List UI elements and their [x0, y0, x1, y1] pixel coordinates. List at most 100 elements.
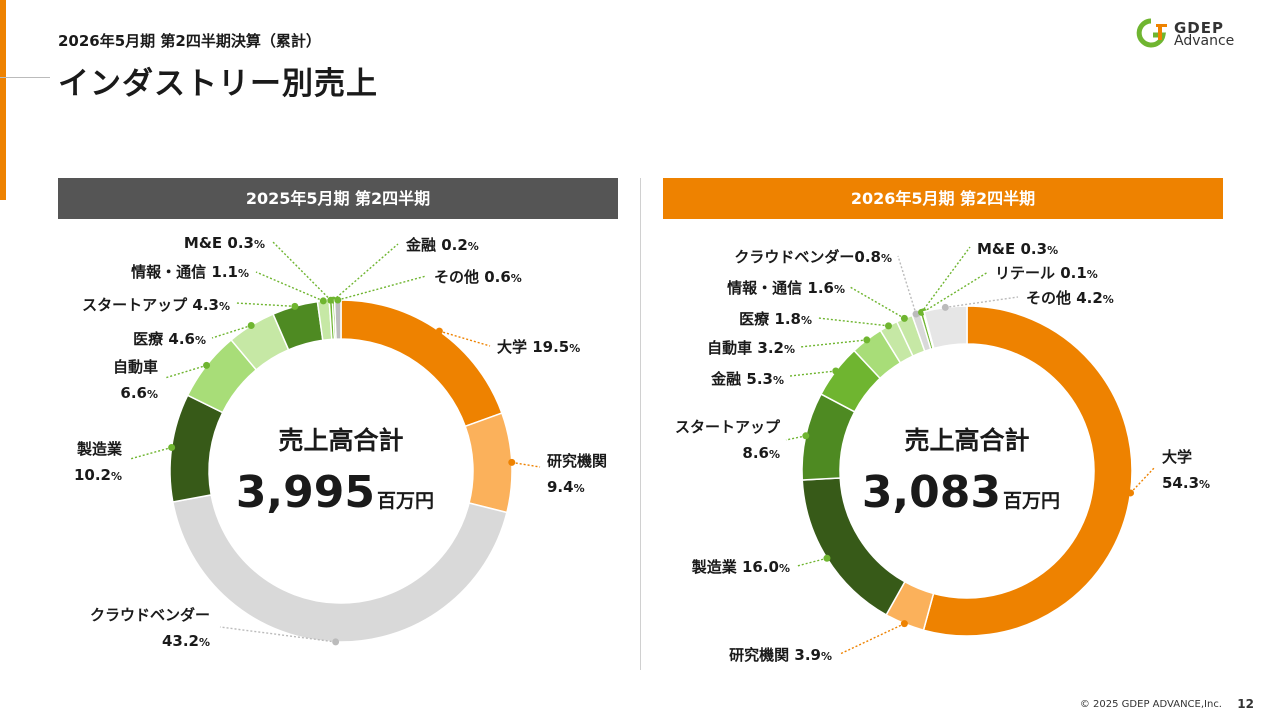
leader-dot-0-10 [334, 296, 342, 304]
leader-line-1-4 [789, 370, 836, 377]
panel-header-2026: 2026年5月期 第2四半期 [663, 178, 1223, 219]
data-label-0-4-0: 自動車 [113, 358, 158, 376]
leader-line-1-5 [799, 339, 867, 348]
data-label-1-5-0: 自動車 3.2% [707, 339, 795, 357]
leader-line-0-8 [271, 240, 332, 301]
data-label-1-8-0: クラウドベンダー0.8% [734, 248, 892, 266]
leader-dot-0-1 [508, 458, 516, 466]
data-label-0-3-1: 10.2% [74, 466, 122, 484]
data-label-0-3-0: 製造業 [76, 440, 123, 458]
data-label-unit-1-4: % [773, 374, 784, 387]
accent-bar [0, 0, 6, 200]
data-label-0-4-1: 6.6% [120, 384, 158, 402]
leader-line-1-3 [785, 435, 806, 441]
company-logo: GDEP Advance [1136, 18, 1261, 50]
data-label-0-2-0: クラウドベンダー [90, 606, 210, 624]
data-label-0-1-0: 研究機関 [547, 452, 607, 470]
data-label-unit-0-2: % [199, 636, 210, 649]
data-label-1-11-0: その他 4.2% [1026, 289, 1114, 307]
data-label-0-0-0: 大学 19.5% [497, 338, 580, 356]
leader-line-1-9 [920, 246, 971, 313]
slice-0-0 [340, 299, 503, 428]
slice-0-2 [171, 494, 508, 643]
data-label-1-4-0: 金融 5.3% [710, 370, 784, 388]
leader-line-1-11 [945, 296, 1019, 309]
leader-dot-0-2 [332, 638, 340, 646]
data-label-unit-1-8: % [881, 252, 892, 265]
data-label-unit-0-1: % [574, 482, 585, 495]
data-label-0-10-0: その他 0.6% [434, 268, 522, 286]
data-label-unit-1-0: % [1199, 478, 1210, 491]
data-label-unit-0-0: % [569, 342, 580, 355]
leader-line-0-10 [337, 275, 427, 301]
leader-dot-1-5 [863, 336, 871, 344]
data-label-unit-0-4: % [147, 388, 158, 401]
panel-divider [640, 178, 641, 670]
leader-dot-1-1 [900, 620, 908, 628]
slice-0-10 [333, 299, 342, 340]
slice-1-11 [923, 305, 968, 350]
leader-line-0-0 [439, 330, 491, 347]
data-label-unit-0-10: % [511, 272, 522, 285]
data-label-1-9-0: M&E 0.3% [977, 240, 1058, 258]
logo-text-gdep: GDEP [1174, 19, 1225, 37]
leader-line-1-7 [849, 286, 905, 319]
slice-0-1 [464, 412, 513, 514]
leader-line-0-2 [219, 626, 336, 643]
title-rule [0, 77, 50, 78]
data-label-unit-1-1: % [821, 650, 832, 663]
data-label-1-1-0: 研究機関 3.9% [729, 646, 832, 664]
logo-mark-icon [1136, 18, 1167, 48]
data-label-unit-1-11: % [1103, 293, 1114, 306]
leader-dot-0-0 [435, 327, 443, 335]
page-subtitle: 2026年5月期 第2四半期決算（累計） [58, 32, 321, 50]
leader-line-0-1 [511, 461, 541, 468]
leader-line-1-2 [796, 557, 828, 567]
data-label-0-2-1: 43.2% [162, 632, 210, 650]
leader-line-0-4 [164, 364, 207, 379]
leader-dot-1-3 [802, 432, 810, 440]
data-label-unit-1-10: % [1087, 268, 1098, 281]
leader-line-1-1 [839, 623, 905, 655]
data-label-unit-0-9: % [468, 240, 479, 253]
page-title: インダストリー別売上 [58, 66, 378, 102]
data-label-1-3-1: 8.6% [742, 444, 780, 462]
center-value-0: 3,995 [236, 467, 375, 518]
leader-line-0-3 [129, 446, 172, 460]
data-label-1-10-0: リテール 0.1% [995, 264, 1098, 282]
leader-dot-1-11 [941, 303, 949, 311]
data-label-0-6-0: スタートアップ 4.3% [82, 296, 230, 314]
data-label-0-9-0: 金融 0.2% [405, 236, 479, 254]
leader-dot-1-6 [884, 322, 892, 330]
data-label-unit-0-7: % [238, 267, 249, 280]
data-label-1-7-0: 情報・通信 1.6% [727, 279, 845, 297]
center-unit-1: 百万円 [1003, 490, 1060, 512]
slice-0-3 [169, 394, 224, 503]
data-label-1-6-0: 医療 1.8% [739, 310, 812, 328]
leader-dot-1-7 [900, 314, 908, 322]
center-title-1: 売上高合計 [904, 426, 1029, 455]
data-label-unit-1-3: % [769, 448, 780, 461]
leader-dot-0-5 [247, 321, 255, 329]
data-label-unit-1-9: % [1047, 244, 1058, 257]
leader-dot-1-0 [1127, 489, 1135, 497]
leader-line-1-8 [897, 255, 917, 315]
leader-dot-1-4 [832, 367, 840, 375]
data-label-unit-1-7: % [834, 283, 845, 296]
center-title-0: 売上高合計 [278, 426, 403, 455]
leader-dot-0-6 [291, 302, 299, 310]
page-number: 12 [1237, 697, 1254, 711]
data-label-1-0-1: 54.3% [1162, 474, 1210, 492]
panel-header-2025: 2025年5月期 第2四半期 [58, 178, 618, 219]
leader-dot-0-7 [319, 297, 327, 305]
data-label-unit-1-6: % [801, 314, 812, 327]
slice-1-0 [922, 305, 1133, 637]
leader-line-1-0 [1130, 466, 1156, 494]
logo-text-advance: Advance [1174, 33, 1235, 49]
leader-line-0-5 [211, 324, 252, 339]
data-label-unit-0-3: % [111, 470, 122, 483]
data-label-1-2-0: 製造業 16.0% [691, 558, 790, 576]
leader-dot-1-8 [912, 310, 920, 318]
center-unit-0: 百万円 [377, 490, 434, 512]
